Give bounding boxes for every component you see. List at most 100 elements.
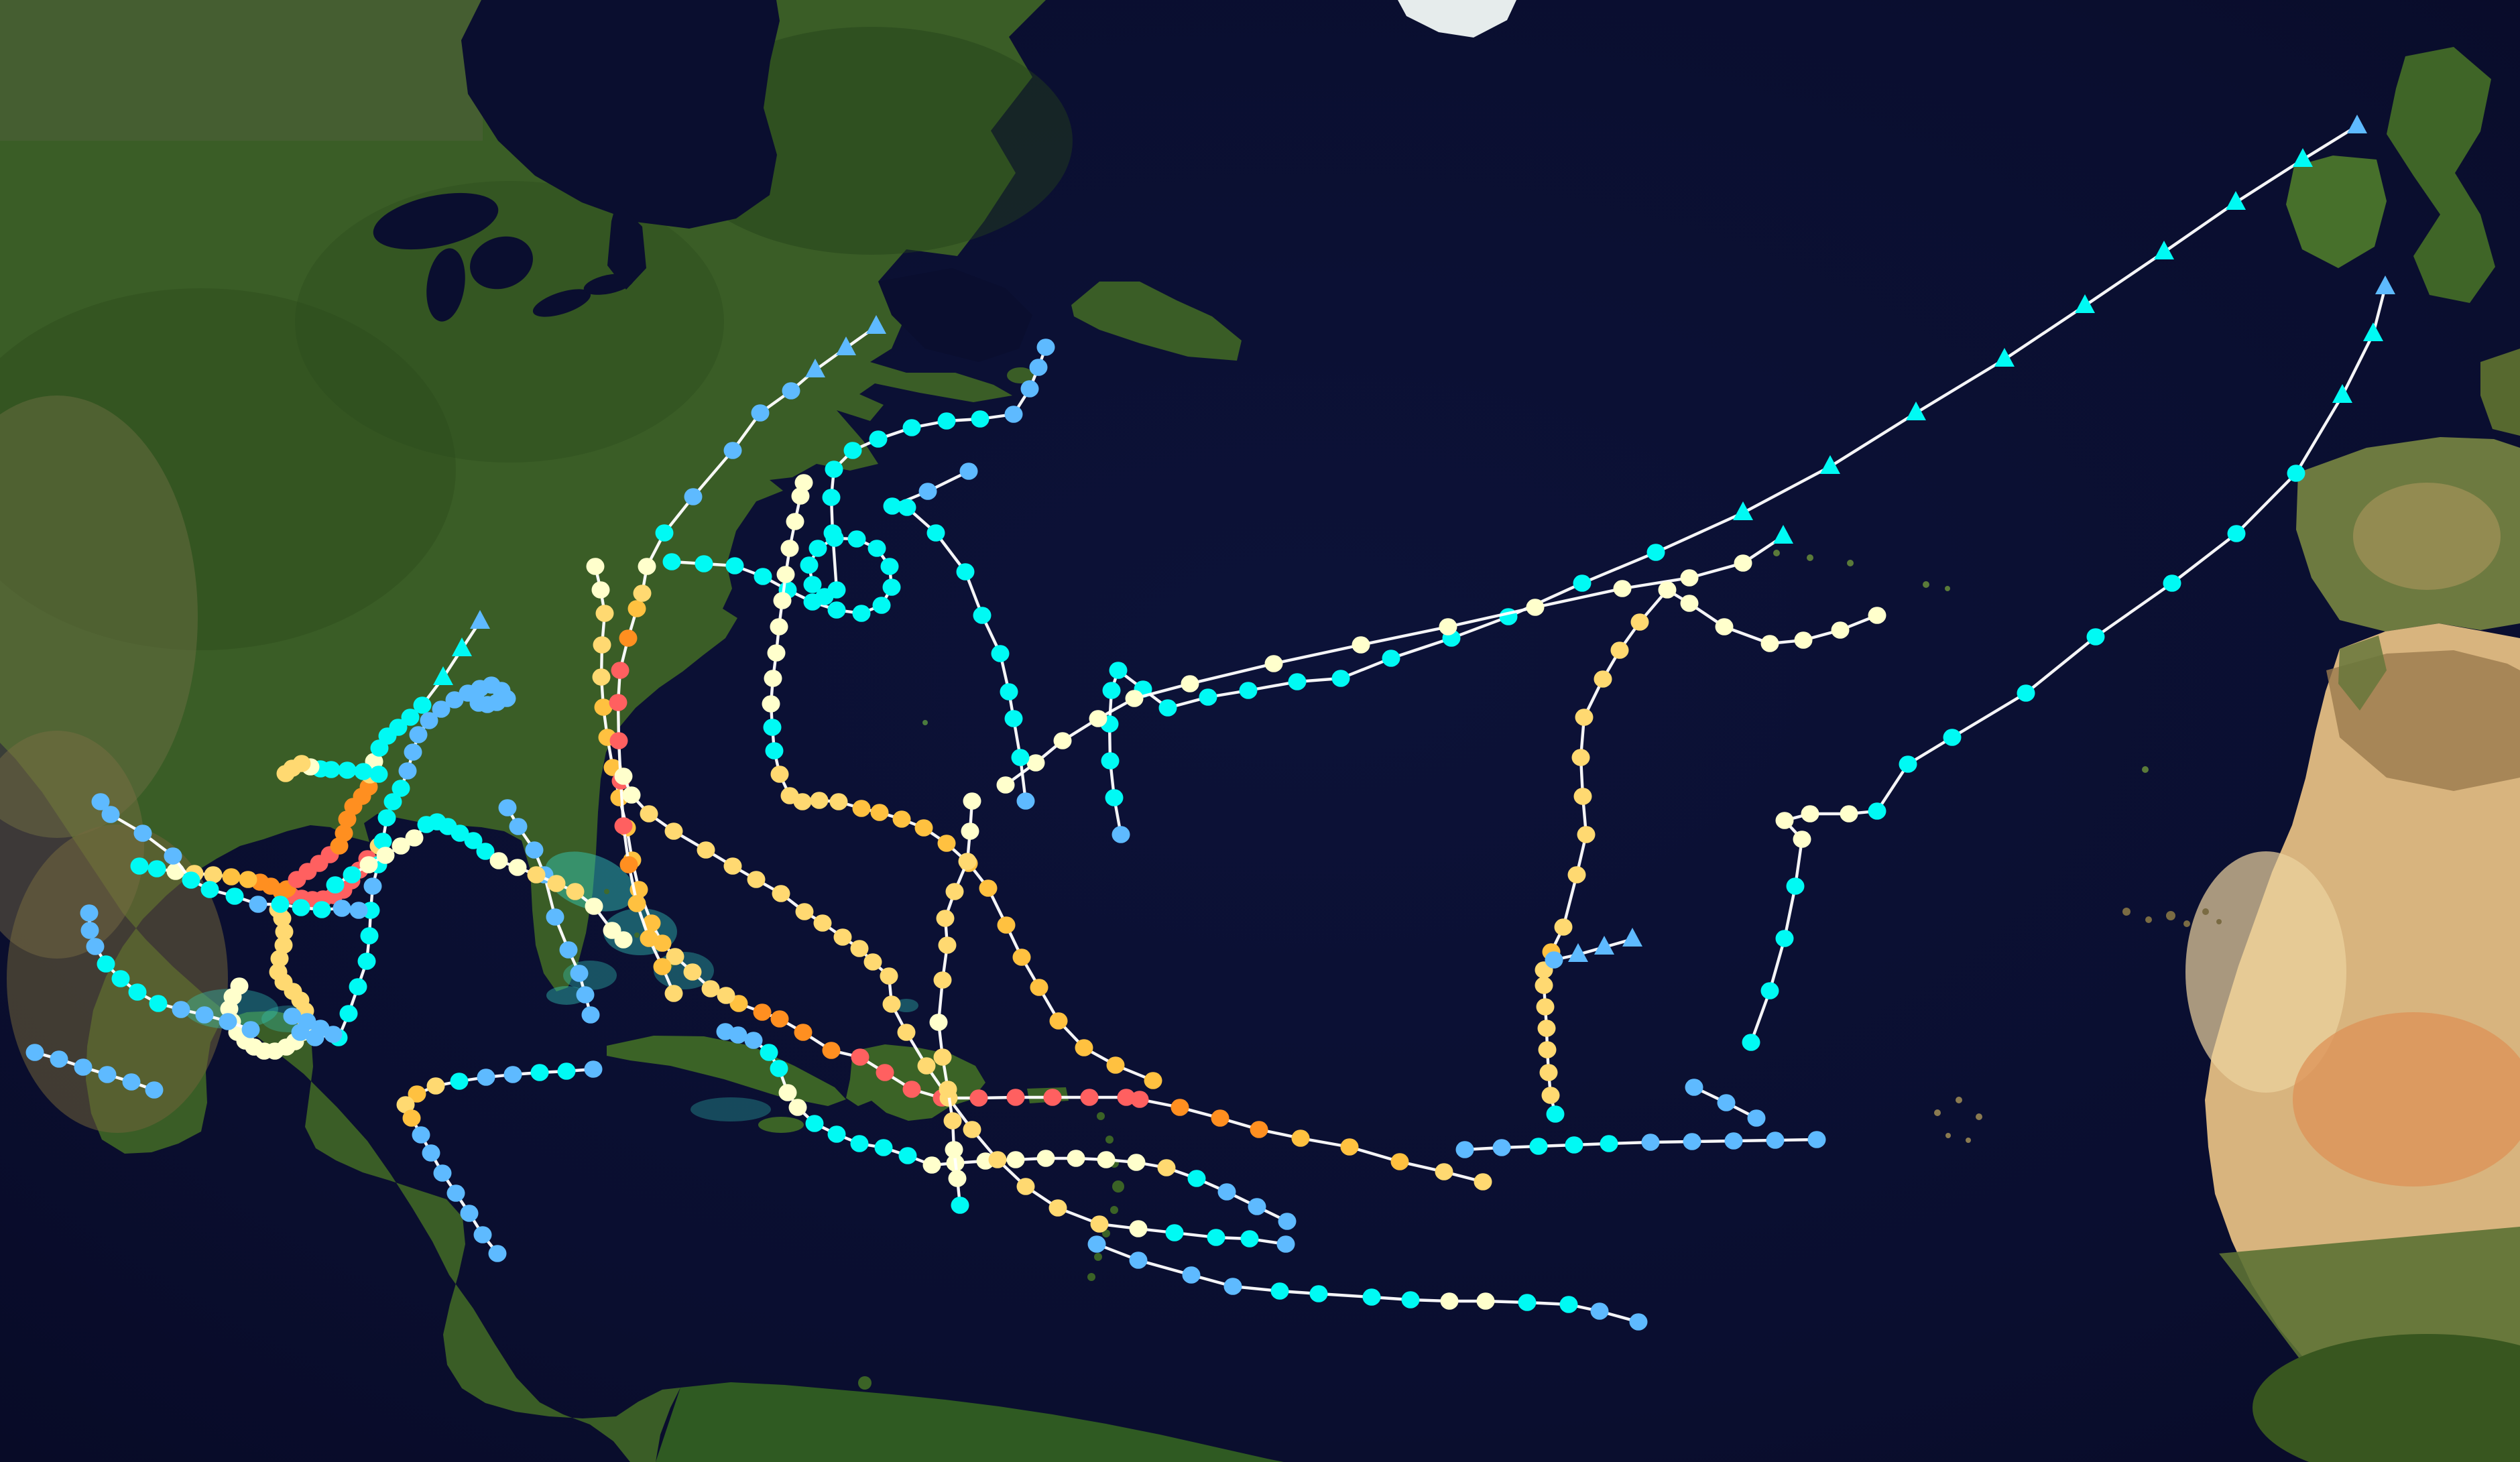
storm-position-dot	[133, 825, 152, 842]
storm-position-dot	[530, 1064, 549, 1081]
storm-position-dot	[918, 483, 937, 500]
storm-position-dot	[664, 823, 683, 840]
storm-position-dot	[770, 1010, 789, 1028]
storm-position-dot	[991, 645, 1010, 662]
storm-position-dot	[1554, 918, 1573, 936]
storm-position-dot	[1775, 812, 1794, 829]
storm-position-dot	[902, 419, 921, 436]
storm-position-dot	[1248, 1198, 1266, 1215]
storm-position-dot	[566, 883, 585, 900]
storm-position-dot	[128, 983, 147, 1001]
storm-position-dot	[420, 712, 438, 729]
storm-position-dot	[1594, 670, 1612, 688]
storm-position-dot	[326, 876, 345, 894]
storm-position-dot	[808, 540, 827, 557]
storm-track-florida-hook	[326, 813, 633, 949]
storm-position-dot	[527, 866, 546, 884]
storm-position-dot	[369, 766, 388, 783]
storm-position-dot	[794, 1024, 813, 1041]
storm-position-dot	[1270, 1282, 1289, 1300]
storm-position-dot	[794, 474, 813, 491]
storm-position-dot	[1101, 752, 1120, 770]
storm-track-azores-to-ireland	[1742, 276, 2395, 1051]
storm-position-dot	[951, 1197, 969, 1214]
storm-position-dot	[74, 1058, 93, 1076]
storm-position-dot	[945, 883, 964, 900]
storm-position-dot	[91, 793, 110, 810]
storm-position-dot	[863, 953, 882, 971]
storm-position-dot	[80, 904, 99, 922]
storm-position-dot	[1801, 805, 1819, 823]
extratropical-triangle-icon	[2363, 322, 2383, 341]
storm-position-dot	[827, 1125, 846, 1143]
storm-position-dot	[130, 857, 149, 875]
storm-position-dot	[803, 576, 822, 593]
storm-position-dot	[936, 910, 955, 927]
storm-position-dot	[1036, 339, 1055, 356]
storm-track-bermuda-column	[762, 474, 1162, 1089]
storm-position-dot	[1105, 789, 1124, 806]
storm-position-dot	[795, 903, 814, 920]
storm-position-dot	[723, 442, 742, 459]
storm-position-dot	[850, 1135, 869, 1152]
storm-position-dot	[1435, 1163, 1453, 1180]
storm-position-dot	[1004, 406, 1023, 423]
storm-position-dot	[1476, 1292, 1495, 1310]
storm-position-dot	[1087, 1235, 1106, 1253]
storm-position-dot	[392, 837, 410, 855]
storm-position-dot	[763, 719, 782, 736]
storm-position-dot	[902, 1081, 921, 1098]
storm-position-dot	[222, 868, 241, 886]
storm-position-dot	[948, 1170, 967, 1187]
storm-position-dot	[489, 852, 508, 869]
storm-position-dot	[979, 879, 998, 897]
storm-position-dot	[1535, 977, 1553, 994]
storm-position-dot	[997, 916, 1016, 934]
france-coast	[2480, 349, 2520, 436]
storm-position-dot	[744, 1032, 763, 1049]
storm-position-dot	[1075, 1039, 1093, 1056]
storm-position-dot	[270, 950, 289, 967]
storm-position-dot	[274, 936, 293, 954]
storm-position-dot	[958, 853, 977, 870]
storm-position-dot	[1536, 998, 1555, 1016]
storm-position-dot	[1090, 1215, 1109, 1233]
great-britain	[2387, 47, 2495, 303]
storm-track-texas-diagonal	[91, 793, 368, 919]
storm-position-dot	[273, 910, 292, 927]
storm-position-dot	[25, 1044, 44, 1061]
storm-track-mid-tropics-to-hispaniola	[716, 1023, 1297, 1230]
storm-position-dot	[963, 792, 981, 810]
storm-position-dot	[1112, 826, 1130, 843]
storm-position-dot	[1144, 1072, 1162, 1089]
storm-position-dot	[1565, 1136, 1583, 1154]
storm-position-dot	[1630, 613, 1649, 631]
storm-position-dot	[662, 553, 681, 570]
storm-position-dot	[1109, 662, 1128, 679]
storm-position-dot	[469, 694, 488, 712]
storm-position-dot	[1559, 1296, 1578, 1313]
storm-position-dot	[1089, 710, 1107, 727]
storm-position-dot	[717, 987, 735, 1004]
storm-position-dot	[1541, 1087, 1560, 1104]
storm-position-dot	[973, 607, 992, 624]
storm-position-dot	[723, 857, 742, 875]
storm-position-dot	[633, 585, 652, 602]
track-line	[1552, 937, 1634, 962]
storm-position-dot	[1223, 1278, 1242, 1295]
storm-position-dot	[1004, 710, 1023, 727]
storm-position-dot	[614, 817, 633, 835]
storm-position-dot	[770, 1060, 788, 1077]
extratropical-triangle-icon	[470, 610, 490, 629]
storm-position-dot	[1680, 569, 1699, 587]
storm-position-dot	[1006, 1151, 1025, 1168]
storm-position-dot	[360, 927, 379, 945]
storm-position-dot	[827, 581, 846, 599]
storm-position-dot	[1382, 650, 1400, 667]
storm-position-dot	[867, 540, 886, 557]
ireland	[2286, 156, 2387, 268]
landmass-south-america	[656, 1382, 1284, 1462]
storm-position-dot	[1390, 1153, 1409, 1170]
storm-position-dot	[584, 1060, 603, 1078]
storm-position-dot	[363, 877, 382, 895]
